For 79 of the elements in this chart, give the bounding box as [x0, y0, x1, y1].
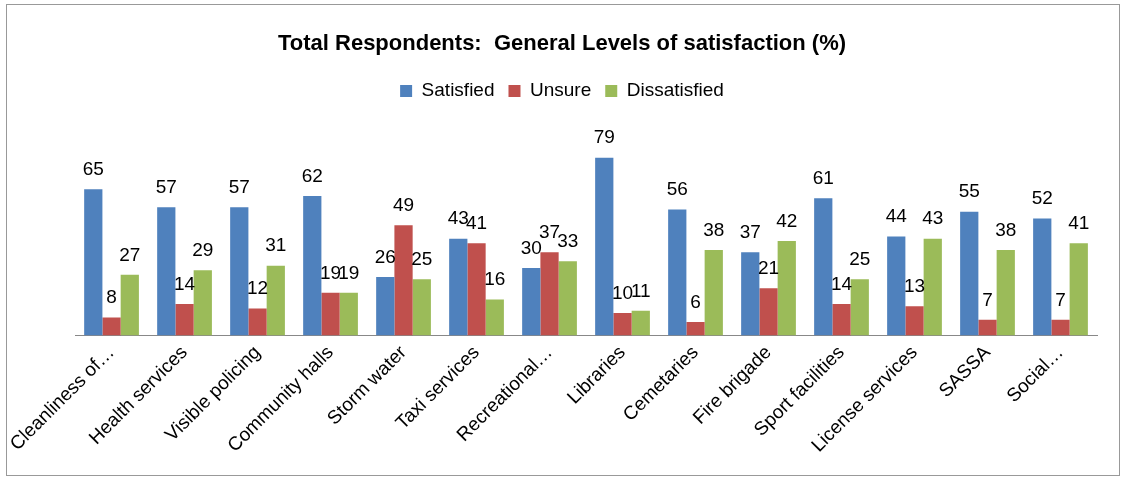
bar — [522, 268, 541, 336]
data-label: 27 — [119, 243, 141, 265]
bar — [905, 306, 924, 336]
data-label: 10 — [611, 281, 634, 303]
data-label: 52 — [1031, 187, 1053, 209]
bar — [631, 310, 650, 336]
bar — [996, 250, 1015, 336]
data-label: 62 — [301, 164, 323, 186]
bar — [814, 198, 833, 336]
data-label: 43 — [922, 207, 944, 229]
bar — [266, 265, 285, 336]
data-label: 7 — [982, 288, 993, 310]
bar — [467, 243, 486, 336]
bar — [558, 261, 577, 336]
bar — [175, 304, 194, 336]
bar — [449, 238, 468, 336]
bar — [157, 207, 176, 336]
bar — [887, 236, 906, 336]
data-label: 42 — [776, 209, 798, 231]
bar — [485, 299, 504, 336]
bar — [1069, 243, 1088, 336]
data-label: 49 — [392, 193, 415, 215]
bar — [668, 209, 687, 336]
bar — [248, 308, 267, 336]
bar — [193, 270, 212, 336]
bar — [978, 319, 997, 336]
data-label: 33 — [557, 229, 579, 251]
bar — [923, 238, 942, 336]
data-label: 29 — [192, 239, 214, 260]
bar — [613, 313, 632, 336]
data-label: 6 — [690, 290, 701, 312]
data-label: 25 — [411, 248, 433, 270]
bar — [102, 317, 121, 336]
bar — [230, 207, 249, 336]
data-label: 37 — [739, 220, 761, 242]
data-label: 26 — [374, 245, 396, 267]
data-label: 61 — [812, 166, 834, 188]
bar — [1033, 218, 1052, 336]
bar — [321, 292, 340, 336]
data-label: 21 — [757, 257, 780, 279]
bar — [686, 322, 705, 336]
bar — [595, 157, 614, 336]
data-label: 56 — [666, 178, 688, 200]
bar — [704, 250, 723, 336]
data-label: 38 — [703, 218, 725, 240]
data-label: 57 — [155, 175, 177, 197]
data-label: 8 — [106, 286, 117, 308]
bar — [960, 211, 979, 336]
data-label: 25 — [849, 248, 871, 270]
data-label: 16 — [484, 268, 506, 290]
bar — [777, 241, 796, 336]
bar — [832, 304, 851, 336]
bar — [120, 274, 139, 336]
data-label: 57 — [228, 175, 250, 197]
chart-title: Total Respondents: General Levels of satisfaction (%) — [277, 30, 847, 56]
bar — [84, 189, 103, 336]
bar — [540, 252, 559, 336]
data-label: 31 — [265, 234, 287, 256]
data-label: 65 — [82, 157, 104, 179]
data-label: 19 — [338, 261, 360, 283]
data-label: 55 — [958, 180, 980, 202]
bar — [741, 252, 760, 336]
data-label: 38 — [995, 218, 1017, 240]
data-label: 79 — [593, 126, 615, 148]
data-label: 41 — [1068, 211, 1090, 233]
bar — [850, 279, 869, 336]
data-label: 44 — [885, 205, 908, 227]
legend-label: Unsure — [529, 79, 592, 101]
bar — [412, 279, 431, 336]
bar — [1051, 319, 1070, 336]
bar — [376, 277, 395, 336]
bar — [303, 195, 322, 336]
bar — [394, 225, 413, 336]
data-label: 12 — [246, 277, 269, 299]
data-label: 7 — [1055, 288, 1066, 310]
bar — [759, 288, 778, 336]
bar — [339, 292, 358, 336]
legend-label: Dissatisfied — [626, 79, 724, 101]
legend-label: Satisfied — [421, 79, 495, 101]
